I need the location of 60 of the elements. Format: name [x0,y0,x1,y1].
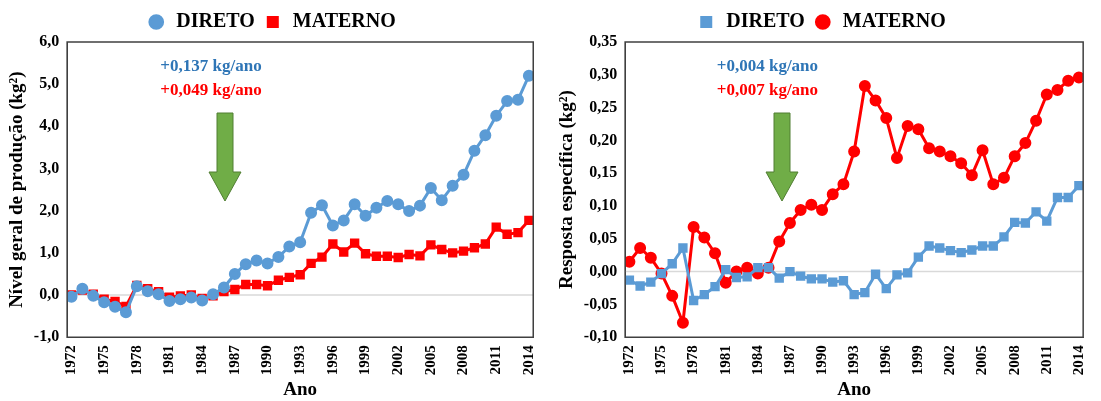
x-tick-label: 1996 [877,344,894,376]
x-tick-label: 1990 [812,345,829,376]
x-tick-label: 2014 [519,344,536,376]
x-tick-label: 2005 [421,345,438,376]
x-tick-label: 2011 [487,345,504,375]
x-tick-label: 2008 [1005,345,1022,376]
y-tick-label: 0,20 [589,130,618,148]
annotation: +0,004 kg/ano [716,55,819,75]
x-axis-title: Ano [837,377,872,399]
y-tick-label: 3,0 [39,158,60,176]
legend-label: MATERNO [292,9,396,32]
x-tick-label: 1975 [652,345,669,376]
y-tick-label: 4,0 [39,116,60,134]
y-tick-label: 5,0 [39,74,60,92]
y-tick-label: 2,0 [39,200,60,218]
annotation: +0,137 kg/ano [160,55,262,75]
y-tick-label: 0,30 [589,64,618,82]
x-tick-label: 2008 [454,345,471,376]
y-tick-label: 0,00 [589,261,618,279]
x-tick-label: 1975 [95,345,112,376]
x-tick-label: 1990 [258,345,275,376]
y-tick-label: 6,0 [39,32,60,50]
x-tick-label: 2011 [1037,345,1054,375]
x-tick-label: 2005 [973,345,990,376]
x-axis-title: Ano [283,377,318,399]
legend-label: DIRETO [176,9,255,32]
x-tick-label: 1981 [716,345,733,376]
x-tick-label: 1987 [225,344,242,376]
x-tick-label: 1993 [845,345,862,376]
annotation: +0,049 kg/ano [160,79,262,99]
legend-label: MATERNO [842,9,946,32]
y-tick-label: 0,0 [39,285,60,303]
x-tick-label: 1996 [323,344,340,376]
y-tick-label: 1,0 [39,243,60,260]
y-tick-label: 0,35 [589,32,618,50]
x-tick-label: 1972 [620,345,637,376]
x-tick-label: 1987 [780,344,797,376]
x-tick-label: 1972 [62,345,79,376]
x-tick-label: 1984 [748,344,765,376]
legend-label: DIRETO [726,9,805,32]
y-tick-label: 0,05 [589,228,618,246]
y-axis-title: Nível geral de produção (kg²) [5,71,28,308]
x-tick-label: 1999 [909,345,926,376]
x-tick-label: 1999 [356,345,373,376]
x-tick-label: 1978 [127,345,144,376]
y-tick-label: 0,15 [589,163,618,181]
x-tick-label: 1993 [291,345,308,376]
x-tick-label: 2002 [389,345,406,376]
x-tick-label: 2002 [941,345,958,376]
y-tick-label: 0,10 [589,196,618,214]
y-tick-label: 0,25 [589,97,618,115]
y-tick-label: -1,0 [33,327,60,345]
y-axis-title: Resposta específica (kg²) [555,90,578,290]
y-tick-label: -0,10 [583,327,618,345]
x-tick-label: 1981 [160,345,177,376]
annotation: +0,007 kg/ano [716,79,819,99]
x-tick-label: 2014 [1069,344,1086,376]
x-tick-label: 1984 [193,344,210,376]
x-tick-label: 1978 [684,345,701,376]
y-tick-label: -0,05 [583,294,618,312]
